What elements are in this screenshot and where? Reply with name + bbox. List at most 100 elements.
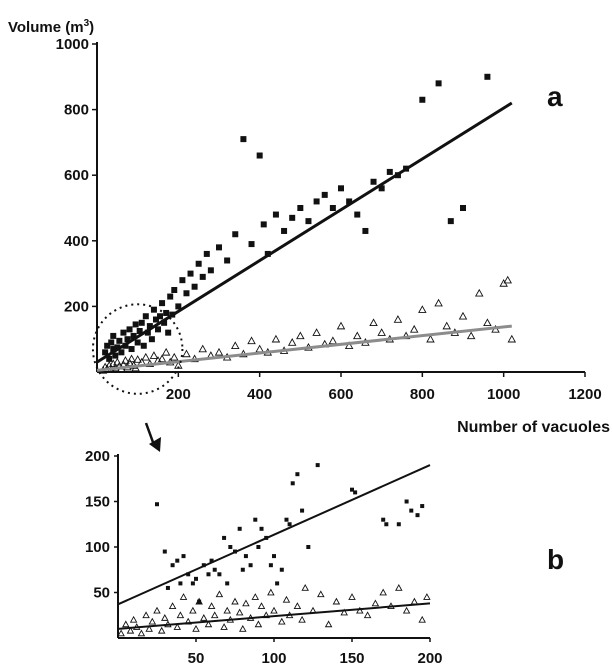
data-point <box>458 311 468 320</box>
data-point <box>235 608 244 616</box>
fit-line-2 <box>117 602 431 630</box>
data-point <box>315 463 320 468</box>
data-point <box>214 347 224 356</box>
series-1 <box>102 73 491 362</box>
data-point <box>447 218 454 225</box>
data-point <box>199 273 206 280</box>
data-point <box>248 563 253 568</box>
data-point <box>336 321 346 330</box>
data-point <box>162 549 167 554</box>
data-point <box>209 558 214 563</box>
data-point <box>182 349 191 358</box>
data-point <box>127 354 136 363</box>
data-point <box>290 481 295 486</box>
data-point <box>379 588 387 596</box>
data-point <box>435 80 442 87</box>
data-point <box>275 581 280 586</box>
data-point <box>289 214 296 221</box>
data-point <box>356 606 364 614</box>
data-point <box>475 288 484 297</box>
data-point <box>415 513 420 518</box>
data-point <box>301 584 309 591</box>
data-point <box>353 331 362 340</box>
data-point <box>207 267 214 274</box>
data-point <box>141 352 151 361</box>
data-point <box>120 329 127 336</box>
data-point <box>128 346 135 353</box>
data-point <box>507 334 517 343</box>
data-point <box>126 326 133 333</box>
x-tick-label: 800 <box>410 386 435 403</box>
series-2 <box>117 584 431 637</box>
data-point <box>460 205 466 211</box>
data-point <box>132 321 139 328</box>
data-point <box>142 313 149 320</box>
data-point <box>149 351 159 359</box>
fit-line-1 <box>96 101 513 364</box>
x-tick-label: 200 <box>166 386 191 403</box>
data-point <box>175 558 180 563</box>
zoom-arrow-head <box>149 437 161 452</box>
data-point <box>282 595 291 603</box>
x-tick-label: 200 <box>417 650 442 667</box>
x-tick-label: 1200 <box>568 386 601 403</box>
data-point <box>271 334 281 343</box>
data-point <box>305 218 312 225</box>
data-point <box>442 321 451 330</box>
data-point <box>240 567 245 572</box>
data-point <box>163 309 170 316</box>
data-point <box>130 332 137 339</box>
data-point <box>295 472 300 477</box>
data-point <box>215 590 224 598</box>
data-point <box>148 617 157 625</box>
y-tick-label: 100 <box>85 539 110 556</box>
data-point <box>257 602 266 609</box>
data-point <box>216 244 222 251</box>
chart-b: 50 100 150 200 50 100 150 200 b <box>85 448 564 667</box>
data-point <box>165 585 170 590</box>
data-point <box>503 275 512 284</box>
data-point <box>404 499 409 504</box>
data-point <box>133 355 142 363</box>
data-point <box>112 352 119 359</box>
data-point <box>194 576 198 581</box>
data-point <box>281 227 288 234</box>
data-point <box>161 614 169 621</box>
data-point <box>395 584 403 591</box>
data-point <box>186 572 191 577</box>
data-point <box>240 136 247 143</box>
data-point <box>116 337 123 344</box>
data-point <box>183 290 190 297</box>
data-point <box>129 615 138 623</box>
x-tick-label: 1000 <box>487 386 520 403</box>
series-1 <box>155 463 425 604</box>
data-point <box>167 293 174 300</box>
data-point <box>409 508 414 513</box>
data-point <box>220 623 228 630</box>
data-point <box>157 313 164 320</box>
y-tick-label: 800 <box>64 102 89 119</box>
data-point <box>203 250 210 257</box>
data-point <box>198 344 207 353</box>
data-point <box>279 567 284 572</box>
x-tick-label: 50 <box>188 650 205 667</box>
data-point <box>155 502 159 507</box>
data-point <box>212 567 217 572</box>
data-point <box>242 599 250 607</box>
panel-label: a <box>547 81 563 112</box>
data-point <box>195 597 203 605</box>
data-point <box>410 597 419 605</box>
data-point <box>222 535 227 540</box>
data-point <box>381 517 386 522</box>
data-point <box>362 227 369 234</box>
data-point <box>191 283 198 290</box>
data-point <box>346 198 353 205</box>
data-point <box>370 178 377 185</box>
data-point <box>161 319 168 326</box>
data-point <box>237 526 242 531</box>
data-point <box>189 606 197 614</box>
data-point <box>420 504 425 509</box>
y-axis-title: Volume (m3) <box>8 18 94 36</box>
data-point <box>313 198 320 205</box>
